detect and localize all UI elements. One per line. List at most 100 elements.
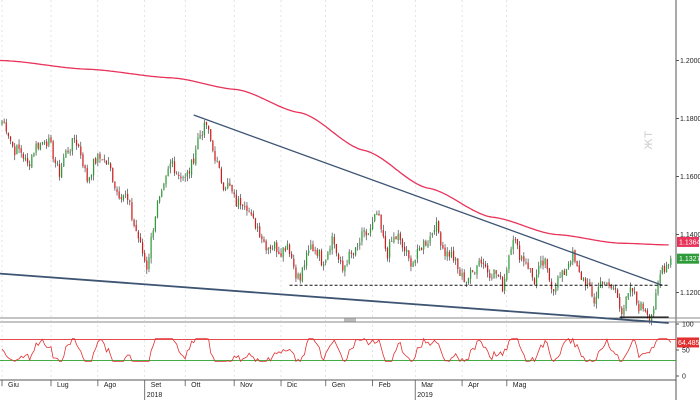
candle (320, 248, 323, 267)
candle (525, 258, 527, 265)
candle-body-up (512, 239, 514, 250)
candle-body-down (533, 278, 536, 285)
candle (65, 149, 67, 158)
candle (163, 182, 165, 191)
candle-body-down (58, 163, 61, 177)
candle-body-down (252, 213, 254, 218)
candle-body-down (644, 309, 646, 312)
candle (510, 246, 512, 256)
candle-body-down (602, 282, 604, 284)
candle-body-down (484, 264, 487, 267)
candle (546, 258, 548, 273)
candle-body-down (173, 161, 176, 174)
candle-body-down (101, 159, 103, 161)
candle-body-up (122, 195, 125, 201)
candle (380, 214, 382, 233)
candle (335, 243, 338, 257)
month-label: Apr (468, 382, 480, 389)
candle (608, 278, 610, 289)
candle (521, 255, 523, 262)
candle-body-down (220, 168, 223, 183)
candle-body-up (169, 163, 171, 169)
candle-body-down (52, 141, 54, 160)
candle-body-up (651, 314, 653, 323)
candle-body-down (474, 272, 476, 274)
candle-body-down (73, 138, 76, 140)
candle (269, 244, 272, 254)
candle (374, 213, 376, 223)
candle-body-down (278, 251, 280, 255)
candle (397, 229, 399, 244)
candle (412, 260, 414, 268)
candle-body-up (286, 244, 289, 250)
candle (156, 200, 159, 219)
candle-body-up (655, 292, 657, 310)
candle (337, 252, 340, 264)
candle (538, 261, 540, 278)
candle (114, 181, 116, 191)
candle (493, 269, 495, 279)
candle (256, 223, 259, 232)
candle (670, 255, 672, 268)
candle-body-up (369, 228, 372, 234)
candle-body-up (450, 251, 453, 258)
candle-body-down (284, 248, 286, 251)
candle (361, 227, 363, 246)
candle-body-up (190, 159, 193, 175)
candle (501, 276, 504, 293)
candle-body-down (235, 194, 237, 207)
candle-body-down (491, 277, 493, 279)
candle-body-up (88, 177, 90, 182)
candle-body-up (48, 137, 50, 146)
price-tick-label: 1.2000 (680, 58, 700, 65)
candle-body-up (478, 260, 480, 266)
month-label: Ago (104, 382, 117, 389)
candle (597, 282, 600, 299)
candle (103, 154, 105, 163)
candle-body-down (642, 303, 644, 309)
candle (305, 250, 308, 270)
candle-body-up (627, 293, 629, 298)
candle (52, 140, 54, 163)
price-label: 1.1327 (679, 256, 700, 263)
candle-body-up (416, 249, 418, 260)
candle (120, 193, 122, 203)
candle-body-down (457, 258, 459, 269)
rsi-tick-label: 50 (682, 348, 690, 355)
candle-body-down (84, 165, 86, 169)
candle-body-up (595, 296, 597, 305)
candle-body-up (435, 221, 438, 232)
candle-body-down (633, 291, 636, 293)
candle (231, 184, 233, 194)
candle-body-down (141, 242, 144, 254)
candle-body-up (346, 264, 348, 265)
candle-body-up (657, 282, 659, 294)
candle-body-up (150, 236, 152, 259)
candle (37, 142, 39, 151)
candle-body-up (506, 269, 508, 280)
candle-body-down (608, 282, 610, 287)
candle (357, 242, 359, 251)
candle-body-up (256, 226, 259, 228)
candle-body-down (578, 265, 580, 272)
candle (171, 157, 174, 168)
candle-body-down (621, 308, 623, 315)
candle-body-up (476, 265, 478, 275)
candle-body-down (201, 135, 203, 137)
candle-body-up (565, 269, 568, 276)
candle-body-up (156, 201, 159, 218)
candle-body-down (103, 159, 105, 160)
candle (310, 239, 312, 250)
candle-body-down (516, 238, 519, 246)
candle (416, 244, 418, 264)
candle (14, 142, 16, 161)
candle (259, 222, 261, 238)
candle (314, 246, 316, 255)
candle (33, 152, 35, 158)
candle (523, 252, 525, 267)
candle (444, 244, 446, 260)
candle (284, 245, 286, 253)
candle (90, 174, 93, 181)
candle-body-up (582, 277, 585, 281)
candle-body-down (178, 174, 180, 176)
